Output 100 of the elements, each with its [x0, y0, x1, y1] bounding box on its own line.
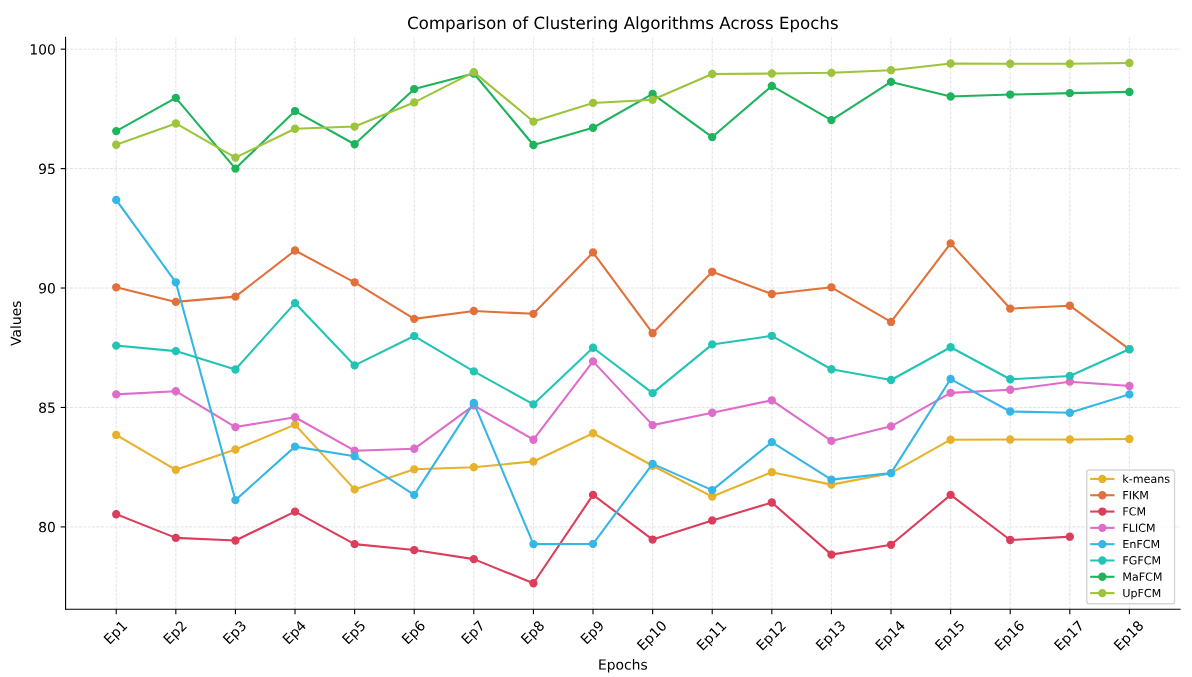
point	[410, 465, 419, 474]
point	[827, 283, 836, 292]
point	[946, 239, 955, 248]
point	[231, 292, 240, 301]
point	[231, 422, 240, 432]
point	[588, 248, 598, 257]
point	[171, 533, 180, 543]
point	[171, 119, 180, 128]
point	[112, 126, 121, 136]
point	[708, 69, 717, 79]
point	[112, 390, 121, 399]
point	[1065, 408, 1074, 417]
point	[410, 331, 419, 341]
point	[946, 343, 955, 352]
point	[708, 485, 717, 495]
point	[231, 164, 240, 173]
point	[1006, 375, 1015, 384]
y-tick-label: 90	[39, 283, 55, 294]
point	[290, 106, 300, 116]
point	[350, 361, 359, 370]
point	[112, 430, 121, 440]
x-tick-label: Ep2	[162, 620, 189, 647]
point	[1125, 58, 1134, 68]
point	[231, 365, 240, 374]
y-axis-title: Values	[10, 301, 22, 346]
legend-label: MaFCM	[1123, 572, 1162, 581]
point	[350, 140, 359, 149]
point	[290, 246, 300, 255]
point	[767, 498, 776, 507]
point	[350, 539, 359, 549]
point	[588, 357, 598, 366]
point	[410, 98, 419, 107]
legend-label: FLICM	[1123, 523, 1155, 532]
point	[350, 122, 359, 131]
point	[529, 117, 538, 126]
point	[1065, 301, 1074, 310]
point	[171, 465, 180, 474]
point	[1006, 385, 1015, 394]
point	[529, 435, 538, 444]
point	[827, 68, 836, 77]
point	[171, 387, 180, 396]
point	[946, 92, 955, 101]
legend-label: FCM	[1123, 507, 1145, 516]
point	[529, 579, 538, 588]
point	[529, 539, 538, 549]
point	[588, 490, 598, 500]
point	[588, 123, 598, 132]
point	[1065, 371, 1074, 381]
point	[112, 195, 121, 205]
point	[350, 452, 359, 461]
x-axis-title: Epochs	[599, 659, 648, 673]
point	[1006, 59, 1015, 68]
point	[767, 468, 776, 477]
point	[1125, 381, 1134, 391]
point	[648, 420, 657, 430]
point	[410, 444, 419, 453]
legend-label: FGFCM	[1123, 556, 1160, 565]
point	[290, 507, 300, 516]
point	[410, 490, 419, 500]
point	[767, 81, 776, 91]
legend-label: FIKM	[1123, 491, 1148, 500]
point	[767, 437, 776, 447]
point	[946, 388, 955, 398]
x-tick-label: Ep9	[580, 619, 607, 647]
point	[648, 535, 657, 544]
legend-label: EnFCM	[1123, 539, 1160, 549]
point	[112, 283, 121, 292]
point	[588, 429, 598, 438]
point	[886, 77, 896, 87]
point	[767, 331, 776, 340]
chart-title: Comparison of Clustering Algorithms Across Epochs	[407, 16, 838, 33]
point	[1125, 434, 1134, 444]
point	[1125, 87, 1134, 97]
point	[1065, 88, 1074, 98]
point	[708, 516, 717, 525]
point	[290, 420, 300, 429]
point	[529, 309, 538, 318]
x-tick-label: Ep1	[103, 620, 130, 647]
point	[112, 341, 121, 350]
point	[886, 422, 896, 431]
x-tick-label: Ep8	[520, 619, 547, 647]
point	[529, 457, 538, 466]
y-tick-label: 85	[39, 402, 55, 413]
point	[350, 278, 359, 287]
point	[886, 66, 896, 75]
point	[767, 396, 776, 405]
point	[231, 445, 240, 454]
point	[112, 510, 121, 519]
point	[1065, 435, 1074, 444]
point	[1006, 90, 1015, 99]
point	[1006, 535, 1015, 545]
point	[708, 492, 717, 501]
point	[708, 132, 717, 142]
y-tick-label: 95	[39, 163, 55, 175]
point	[1006, 407, 1015, 416]
point	[231, 153, 240, 162]
point	[946, 490, 955, 500]
x-tick-label: Ep4	[282, 619, 309, 647]
point	[827, 115, 836, 125]
point	[827, 550, 836, 559]
